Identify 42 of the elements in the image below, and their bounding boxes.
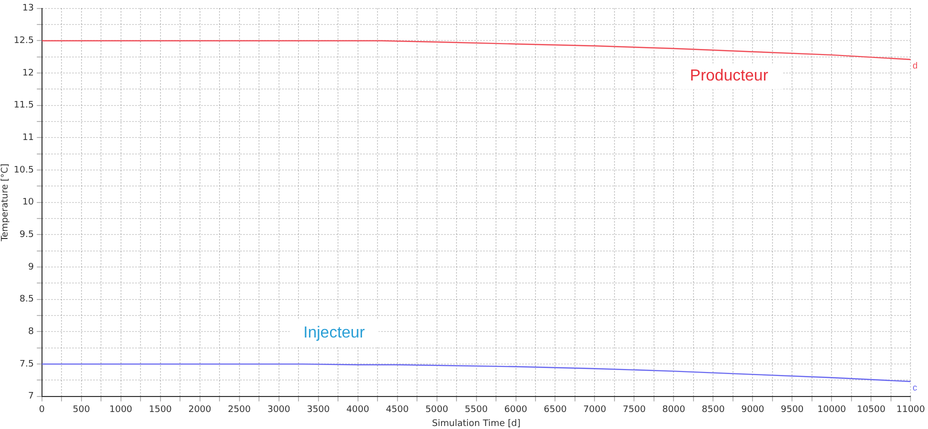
y-tick-label: 10 (22, 198, 34, 208)
x-tick-label: 500 (72, 405, 90, 416)
series-label: Producteur (690, 68, 769, 85)
y-axis-title: Temperature [°C] (0, 164, 11, 242)
y-tick-label: 13 (22, 4, 34, 14)
y-tick-label: 9.5 (20, 230, 34, 240)
x-tick-label: 6500 (544, 405, 567, 416)
x-tick-label: 6000 (504, 405, 528, 416)
y-tick-label: 11.5 (14, 100, 34, 111)
y-tick-label: 11 (22, 133, 34, 144)
x-tick-label: 5000 (425, 405, 448, 416)
x-tick-label: 3000 (267, 405, 291, 416)
y-tick-label: 7 (28, 392, 34, 402)
x-tick-label: 0 (38, 405, 45, 416)
x-tick-label: 7500 (622, 405, 646, 416)
x-tick-label: 1500 (148, 405, 172, 416)
x-tick-label: 10500 (856, 405, 886, 416)
y-tick-label: 9 (28, 262, 34, 272)
x-tick-label: 1000 (109, 405, 133, 416)
text: c (912, 382, 918, 393)
x-tick-label: 2500 (228, 405, 252, 416)
x-tick-label: 4000 (346, 405, 370, 416)
x-tick-label: 9500 (780, 405, 804, 416)
x-tick-label: 11000 (896, 405, 926, 416)
y-tick-label: 12 (22, 68, 34, 78)
x-tick-label: 5500 (464, 405, 488, 416)
x-tick-label: 7000 (583, 405, 606, 416)
x-tick-label: 10000 (817, 405, 846, 416)
x-tick-label: 8500 (702, 405, 725, 416)
y-tick-label: 12.5 (14, 36, 34, 46)
y-tick-label: 8 (28, 327, 34, 338)
x-axis-title: Simulation Time [d] (432, 418, 520, 429)
y-tick-label: 8.5 (20, 294, 34, 305)
y-tick-label: 7.5 (20, 359, 34, 370)
y-tick-label: 10.5 (14, 165, 34, 176)
x-tick-label: 9000 (741, 405, 764, 416)
x-tick-label: 3500 (306, 405, 330, 416)
series-label: Injecteur (303, 324, 366, 342)
text: d (912, 60, 918, 70)
x-tick-label: 8000 (662, 405, 686, 416)
x-tick-label: 4500 (386, 405, 409, 416)
x-tick-label: 2000 (188, 405, 212, 416)
